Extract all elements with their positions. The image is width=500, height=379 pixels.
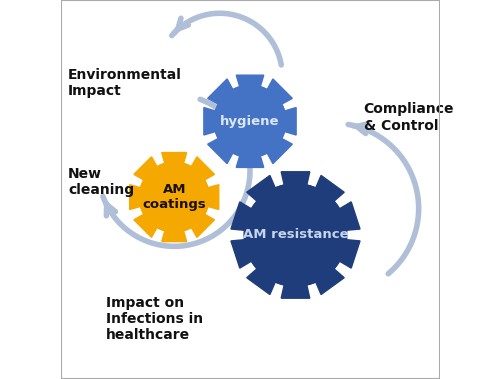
Polygon shape — [204, 75, 296, 168]
Text: AM resistance: AM resistance — [242, 229, 348, 241]
Polygon shape — [231, 172, 360, 298]
Polygon shape — [244, 184, 346, 286]
Text: Environmental
Impact: Environmental Impact — [68, 68, 182, 99]
Polygon shape — [214, 85, 286, 157]
Text: Compliance
& Control: Compliance & Control — [364, 102, 454, 133]
Text: hygiene: hygiene — [220, 115, 280, 128]
Polygon shape — [140, 162, 209, 232]
Text: Impact on
Infections in
healthcare: Impact on Infections in healthcare — [106, 296, 203, 342]
Polygon shape — [130, 152, 218, 242]
Text: AM
coatings: AM coatings — [142, 183, 206, 211]
Text: New
cleaning: New cleaning — [68, 167, 134, 197]
